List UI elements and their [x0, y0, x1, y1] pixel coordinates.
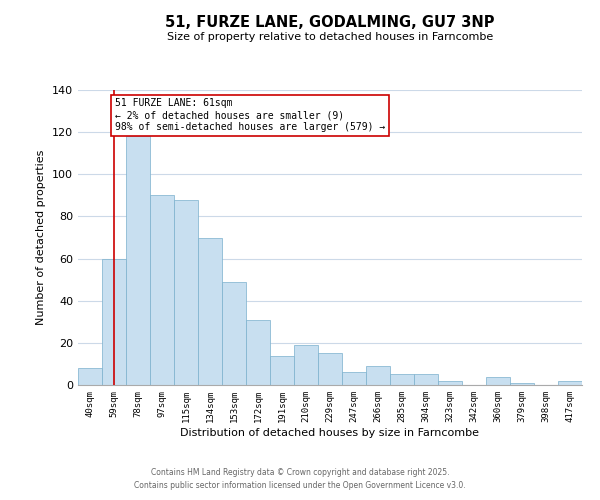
X-axis label: Distribution of detached houses by size in Farncombe: Distribution of detached houses by size … [181, 428, 479, 438]
Text: Contains HM Land Registry data © Crown copyright and database right 2025.
Contai: Contains HM Land Registry data © Crown c… [134, 468, 466, 490]
Bar [78, 368, 102, 385]
Bar [126, 136, 150, 385]
Bar [510, 383, 534, 385]
Text: Size of property relative to detached houses in Farncombe: Size of property relative to detached ho… [167, 32, 493, 42]
Bar [294, 345, 318, 385]
Bar [486, 376, 510, 385]
Bar [390, 374, 414, 385]
Bar [342, 372, 366, 385]
Bar [150, 196, 174, 385]
Bar [198, 238, 222, 385]
Bar [246, 320, 270, 385]
Text: 51 FURZE LANE: 61sqm
← 2% of detached houses are smaller (9)
98% of semi-detache: 51 FURZE LANE: 61sqm ← 2% of detached ho… [115, 98, 385, 132]
Text: 51, FURZE LANE, GODALMING, GU7 3NP: 51, FURZE LANE, GODALMING, GU7 3NP [165, 15, 495, 30]
Bar [438, 381, 462, 385]
Bar [102, 258, 126, 385]
Bar [558, 381, 582, 385]
Y-axis label: Number of detached properties: Number of detached properties [37, 150, 46, 325]
Bar [414, 374, 438, 385]
Bar [318, 354, 342, 385]
Bar [270, 356, 294, 385]
Bar [222, 282, 246, 385]
Bar [174, 200, 198, 385]
Bar [366, 366, 390, 385]
